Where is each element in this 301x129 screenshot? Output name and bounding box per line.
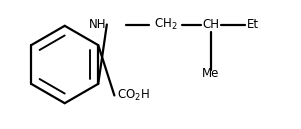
Text: CO$_2$H: CO$_2$H bbox=[117, 88, 150, 103]
Text: CH$_2$: CH$_2$ bbox=[154, 17, 177, 32]
Text: Me: Me bbox=[202, 67, 219, 80]
Text: CH: CH bbox=[202, 18, 219, 31]
Text: Et: Et bbox=[247, 18, 259, 31]
Text: NH: NH bbox=[89, 18, 107, 31]
